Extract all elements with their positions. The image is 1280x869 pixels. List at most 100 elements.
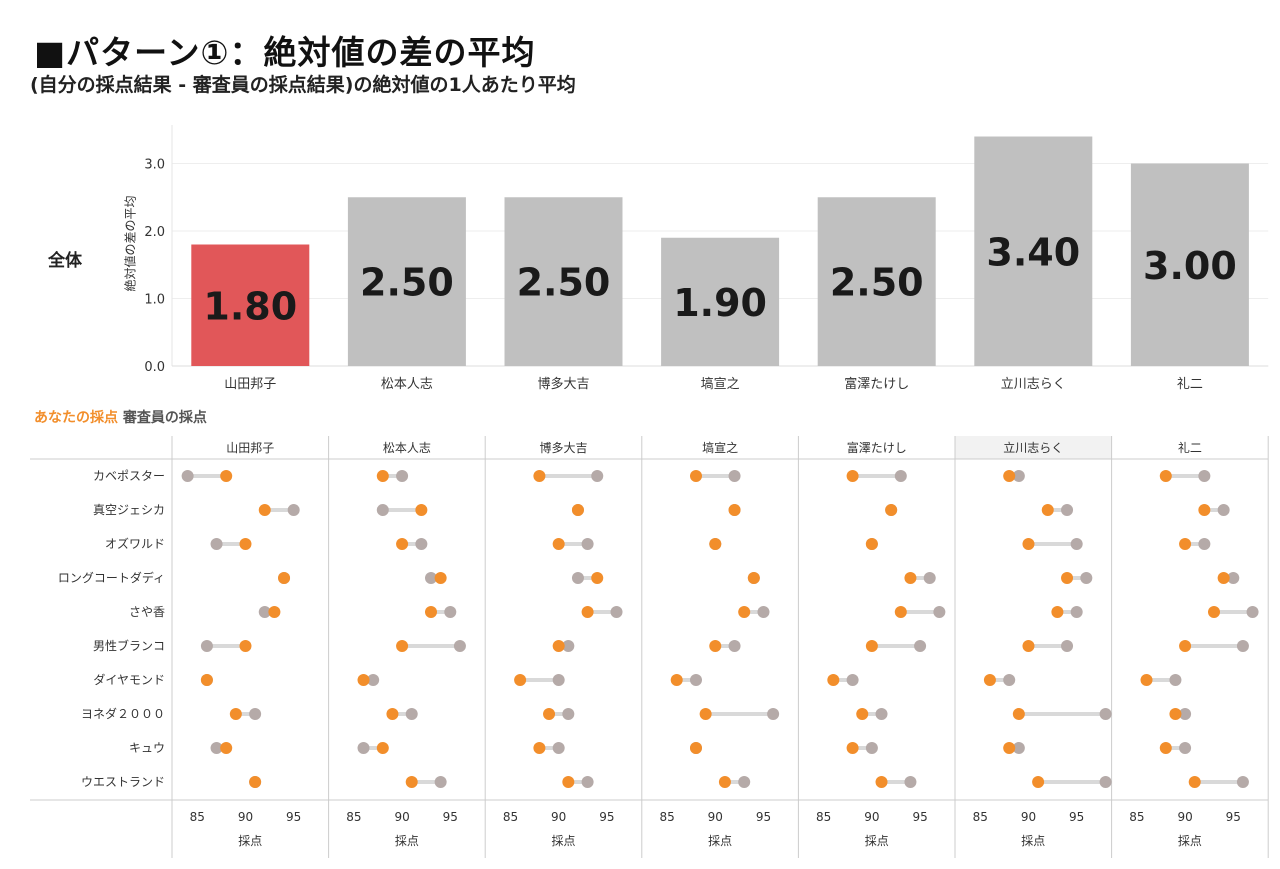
your-score-point[interactable] bbox=[846, 470, 859, 482]
your-score-point[interactable] bbox=[200, 674, 213, 686]
your-score-point[interactable] bbox=[690, 470, 702, 482]
judge-score-point[interactable] bbox=[376, 504, 389, 516]
your-score-point[interactable] bbox=[581, 606, 594, 618]
your-score-point[interactable] bbox=[552, 538, 565, 550]
judge-score-point[interactable] bbox=[581, 538, 594, 550]
judge-score-point[interactable] bbox=[1217, 504, 1230, 516]
your-score-point[interactable] bbox=[699, 708, 712, 720]
your-score-point[interactable] bbox=[220, 470, 233, 482]
your-score-point[interactable] bbox=[386, 708, 399, 720]
your-score-point[interactable] bbox=[1022, 640, 1035, 652]
judge-score-point[interactable] bbox=[396, 470, 409, 482]
judge-score-point[interactable] bbox=[415, 538, 428, 550]
your-score-point[interactable] bbox=[268, 606, 281, 618]
judge-score-point[interactable] bbox=[1070, 606, 1083, 618]
bar[interactable] bbox=[974, 136, 1093, 367]
judge-score-point[interactable] bbox=[581, 776, 594, 788]
your-score-point[interactable] bbox=[1179, 538, 1192, 550]
judge-score-point[interactable] bbox=[875, 708, 888, 720]
your-score-point[interactable] bbox=[846, 742, 859, 754]
judge-score-point[interactable] bbox=[1012, 470, 1025, 482]
your-score-point[interactable] bbox=[904, 572, 917, 584]
your-score-point[interactable] bbox=[514, 674, 527, 686]
your-score-point[interactable] bbox=[1159, 742, 1172, 754]
your-score-point[interactable] bbox=[1051, 606, 1064, 618]
your-score-point[interactable] bbox=[591, 572, 604, 584]
your-score-point[interactable] bbox=[533, 470, 546, 482]
judge-score-point[interactable] bbox=[210, 538, 223, 550]
your-score-point[interactable] bbox=[738, 606, 751, 618]
your-score-point[interactable] bbox=[1003, 470, 1016, 482]
bar[interactable] bbox=[661, 237, 780, 366]
judge-score-point[interactable] bbox=[405, 708, 418, 720]
judge-score-point[interactable] bbox=[1099, 708, 1112, 720]
judge-column-header[interactable]: 礼二 bbox=[1178, 440, 1202, 455]
judge-score-point[interactable] bbox=[1080, 572, 1093, 584]
your-score-point[interactable] bbox=[396, 640, 409, 652]
your-score-point[interactable] bbox=[239, 538, 252, 550]
your-score-point[interactable] bbox=[1012, 708, 1025, 720]
your-score-point[interactable] bbox=[278, 572, 291, 584]
bar[interactable] bbox=[1130, 163, 1249, 367]
bar[interactable] bbox=[817, 197, 936, 366]
judge-score-point[interactable] bbox=[846, 674, 859, 686]
judge-score-point[interactable] bbox=[894, 470, 907, 482]
your-score-point[interactable] bbox=[1217, 572, 1230, 584]
judge-score-point[interactable] bbox=[904, 776, 917, 788]
legend-judge[interactable]: 審査員の採点 bbox=[122, 410, 207, 426]
your-score-point[interactable] bbox=[1140, 674, 1153, 686]
your-score-point[interactable] bbox=[670, 674, 683, 686]
judge-column-header[interactable]: 山田邦子 bbox=[226, 441, 274, 455]
judge-score-point[interactable] bbox=[1070, 538, 1083, 550]
your-score-point[interactable] bbox=[1003, 742, 1016, 754]
judge-score-point[interactable] bbox=[757, 606, 770, 618]
your-score-point[interactable] bbox=[1159, 470, 1172, 482]
your-score-point[interactable] bbox=[856, 708, 869, 720]
your-score-point[interactable] bbox=[875, 776, 888, 788]
your-score-point[interactable] bbox=[571, 504, 584, 516]
judge-score-point[interactable] bbox=[1236, 776, 1249, 788]
your-score-point[interactable] bbox=[1188, 776, 1201, 788]
your-score-point[interactable] bbox=[885, 504, 898, 516]
your-score-point[interactable] bbox=[425, 606, 437, 618]
judge-score-point[interactable] bbox=[1099, 776, 1112, 788]
judge-score-point[interactable] bbox=[552, 742, 565, 754]
judge-score-point[interactable] bbox=[287, 504, 300, 516]
your-score-point[interactable] bbox=[543, 708, 556, 720]
your-score-point[interactable] bbox=[552, 640, 565, 652]
judge-score-point[interactable] bbox=[767, 708, 780, 720]
judge-score-point[interactable] bbox=[200, 640, 213, 652]
your-score-point[interactable] bbox=[718, 776, 731, 788]
your-score-point[interactable] bbox=[434, 572, 447, 584]
judge-score-point[interactable] bbox=[1246, 606, 1259, 618]
judge-score-point[interactable] bbox=[562, 640, 575, 652]
judge-column-header[interactable]: 立川志らく bbox=[1003, 440, 1063, 455]
judge-score-point[interactable] bbox=[367, 674, 380, 686]
your-score-point[interactable] bbox=[562, 776, 575, 788]
your-score-point[interactable] bbox=[239, 640, 252, 652]
judge-column-header[interactable]: 博多大吉 bbox=[539, 440, 587, 455]
judge-score-point[interactable] bbox=[1003, 674, 1016, 686]
your-score-point[interactable] bbox=[1061, 572, 1074, 584]
judge-column-header[interactable]: 松本人志 bbox=[383, 441, 431, 455]
judge-score-point[interactable] bbox=[610, 606, 623, 618]
your-score-point[interactable] bbox=[220, 742, 233, 754]
judge-score-point[interactable] bbox=[181, 470, 194, 482]
judge-score-point[interactable] bbox=[728, 640, 741, 652]
your-score-point[interactable] bbox=[865, 640, 878, 652]
your-score-point[interactable] bbox=[747, 572, 760, 584]
judge-score-point[interactable] bbox=[1061, 640, 1074, 652]
judge-score-point[interactable] bbox=[591, 470, 604, 482]
judge-score-point[interactable] bbox=[1179, 708, 1192, 720]
judge-column-header[interactable]: 塙宣之 bbox=[702, 440, 738, 455]
judge-score-point[interactable] bbox=[690, 674, 702, 686]
your-score-point[interactable] bbox=[983, 674, 996, 686]
judge-score-point[interactable] bbox=[1169, 674, 1182, 686]
your-score-point[interactable] bbox=[229, 708, 242, 720]
judge-score-point[interactable] bbox=[210, 742, 223, 754]
bar[interactable] bbox=[191, 244, 310, 367]
your-score-point[interactable] bbox=[376, 470, 389, 482]
your-score-point[interactable] bbox=[357, 674, 370, 686]
judge-score-point[interactable] bbox=[1236, 640, 1249, 652]
judge-score-point[interactable] bbox=[914, 640, 927, 652]
